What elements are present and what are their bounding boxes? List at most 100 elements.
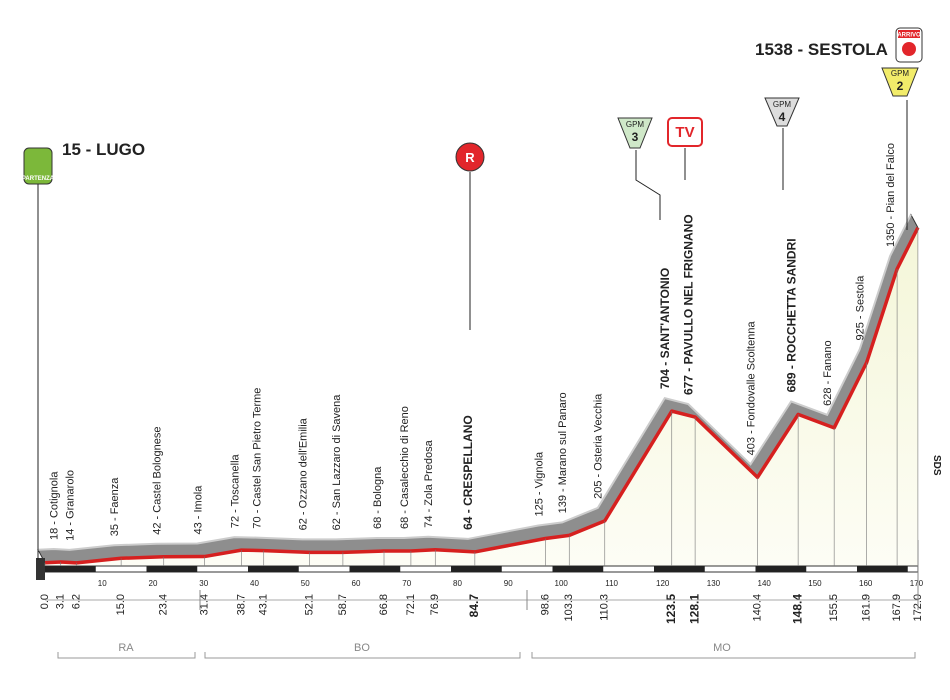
waypoint-label: 628 - Fanano xyxy=(822,340,834,405)
waypoint-label: 74 - Zola Predosa xyxy=(423,439,435,527)
base-segment xyxy=(146,566,198,572)
km-label: 31.4 xyxy=(198,594,210,615)
km-tick-label: 40 xyxy=(250,579,259,588)
waypoint-label: 68 - Bologna xyxy=(372,466,384,529)
km-label: 38.7 xyxy=(235,594,247,615)
km-label: 103.3 xyxy=(563,594,575,622)
base-segment xyxy=(857,566,908,572)
tv-label: TV xyxy=(675,124,694,141)
gpm-4-label: GPM xyxy=(773,100,792,109)
province-bracket xyxy=(57,652,196,659)
km-label: 155.5 xyxy=(828,594,840,622)
km-label: 84.7 xyxy=(467,594,481,618)
km-tick-label: 170 xyxy=(910,579,924,588)
waypoint-label: 62 - San Lazzaro di Savena xyxy=(331,394,343,531)
finish-label: 1538 - SESTOLA xyxy=(755,40,888,59)
km-label: 15.0 xyxy=(115,594,127,615)
km-tick-label: 90 xyxy=(504,579,513,588)
waypoint-label: 62 - Ozzano dell'Emilia xyxy=(297,417,309,530)
km-label: 52.1 xyxy=(303,594,315,615)
waypoint-label: 42 - Castel Bolognese xyxy=(152,427,164,535)
km-label: 123.5 xyxy=(664,594,678,624)
gpm-3-number: 3 xyxy=(632,130,639,144)
waypoint-label: 125 - Vignola xyxy=(533,451,545,517)
km-label: 58.7 xyxy=(337,594,349,615)
province-label: MO xyxy=(713,642,731,654)
waypoint-label: 689 - ROCCHETTA SANDRI xyxy=(784,238,798,392)
waypoint-label: 403 - Fondovalle Scoltenna xyxy=(745,321,757,456)
province-bracket xyxy=(204,652,521,659)
km-label: 3.1 xyxy=(55,594,67,609)
profile-base xyxy=(36,558,45,580)
km-label: 6.2 xyxy=(70,594,82,609)
province-bracket xyxy=(531,652,916,659)
waypoint-label: 18 - Cotignola xyxy=(49,471,61,540)
km-label: 0.0 xyxy=(39,594,51,609)
km-tick-label: 20 xyxy=(149,579,158,588)
km-label: 23.4 xyxy=(158,594,170,615)
km-tick-label: 120 xyxy=(656,579,670,588)
profile-top xyxy=(37,214,912,551)
km-tick-label: 10 xyxy=(98,579,107,588)
waypoint-label: 35 - Faenza xyxy=(109,477,121,537)
waypoint-label: 72 - Toscanella xyxy=(229,453,241,528)
base-segment xyxy=(451,566,502,572)
km-tick-label: 70 xyxy=(402,579,411,588)
km-tick-label: 110 xyxy=(605,579,618,588)
km-tick-label: 60 xyxy=(352,579,361,588)
km-tick-label: 50 xyxy=(301,579,310,588)
finish-icon xyxy=(902,42,916,56)
tv-badge xyxy=(667,117,703,147)
km-label: 72.1 xyxy=(405,594,417,615)
km-tick-label: 160 xyxy=(859,579,873,588)
waypoint-label: 14 - Granarolo xyxy=(64,470,76,541)
base-segment xyxy=(552,566,604,572)
province-label: RA xyxy=(118,642,134,654)
base-segment xyxy=(349,566,401,572)
km-label: 98.6 xyxy=(539,594,551,615)
start-badge-text: PARTENZA xyxy=(22,176,55,182)
gpm-2-badge xyxy=(881,67,919,97)
waypoint-label: 677 - PAVULLO NEL FRIGNANO xyxy=(681,214,695,395)
gpm-3-line xyxy=(635,150,661,220)
km-tick-label: 130 xyxy=(707,579,721,588)
gpm-3-label: GPM xyxy=(626,120,645,129)
base-segment xyxy=(755,566,807,572)
gpm-4-badge xyxy=(764,97,800,127)
profile-area: 10 20 30 40 50 60 70 80 90 100 110 120 130 140 150 160 1… xyxy=(36,143,924,624)
km-label: 76.9 xyxy=(429,594,441,615)
waypoint-label: 70 - Castel San Pietro Terme xyxy=(252,388,264,529)
gpm-2-label: GPM xyxy=(891,69,910,78)
finish-badge-band xyxy=(898,30,920,38)
waypoint-label: 43 - Imola xyxy=(192,485,204,535)
km-label: 128.1 xyxy=(687,594,701,624)
km-tick-label: 100 xyxy=(555,579,569,588)
km-label: 43.1 xyxy=(258,594,270,615)
r-label: R xyxy=(465,150,475,165)
km-tick-label: 140 xyxy=(758,579,772,588)
waypoint-label: 68 - Casalecchio di Reno xyxy=(399,406,411,529)
km-label: 66.8 xyxy=(378,594,390,615)
waypoint-label: 925 - Sestola xyxy=(855,275,867,341)
finish-badge-text: ARRIVO xyxy=(897,33,921,39)
waypoint-label: 1350 - Pian del Falco xyxy=(885,143,897,247)
gpm-4-number: 4 xyxy=(779,110,786,124)
start-label: 15 - LUGO xyxy=(62,140,145,159)
km-label: 148.4 xyxy=(790,594,804,624)
base-segment xyxy=(248,566,299,572)
waypoint-label: 704 - SANT'ANTONIO xyxy=(658,268,672,389)
province-label: BO xyxy=(354,642,370,654)
gpm-2-number: 2 xyxy=(897,79,904,93)
gpm-3-badge xyxy=(617,117,653,149)
waypoint-label: 64 - CRESPELLANO xyxy=(461,415,475,530)
km-tick-label: 150 xyxy=(808,579,822,588)
r-badge xyxy=(455,142,485,172)
km-label: 110.3 xyxy=(599,594,611,621)
base-segment xyxy=(45,566,96,572)
km-label: 167.9 xyxy=(891,594,903,622)
waypoint-label: 139 - Marano sul Panaro xyxy=(557,392,569,513)
km-tick-label: 80 xyxy=(453,579,462,588)
sds-label: SDS xyxy=(931,455,942,476)
profile-fill xyxy=(45,227,918,566)
